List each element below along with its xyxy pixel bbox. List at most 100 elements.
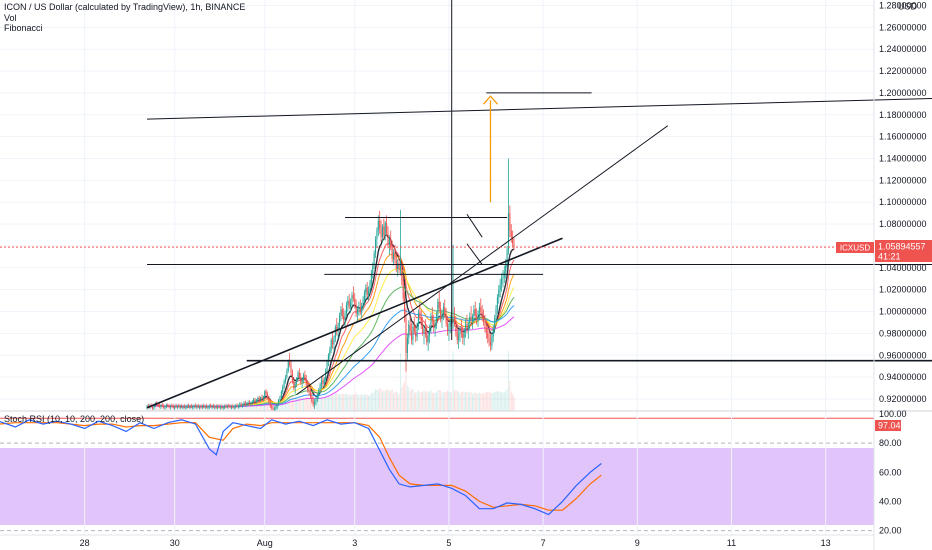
- volume-bar: [359, 394, 361, 411]
- volume-bar: [304, 398, 306, 411]
- volume-bar: [462, 391, 464, 411]
- price-tick-label: 1.02000000: [879, 285, 927, 295]
- candle: [268, 395, 270, 404]
- candle-body: [260, 397, 262, 400]
- volume-legend[interactable]: Vol: [4, 13, 17, 23]
- volume-bar: [397, 392, 399, 411]
- candle: [314, 398, 316, 409]
- candle: [347, 296, 349, 312]
- candle: [430, 312, 432, 334]
- candle-body: [512, 237, 514, 244]
- volume-bar: [336, 392, 338, 411]
- volume-bar: [478, 392, 480, 411]
- volume-bar: [376, 389, 378, 411]
- candle: [405, 308, 407, 372]
- candle: [391, 240, 393, 263]
- volume-bar: [387, 389, 389, 411]
- candle: [388, 235, 390, 255]
- volume-bar: [451, 392, 453, 411]
- candle-body: [296, 378, 298, 384]
- candle: [250, 401, 252, 406]
- stoch-rsi-legend[interactable]: Stoch RSI (10, 10, 200, 200, close): [4, 414, 145, 424]
- candle-body: [244, 402, 246, 405]
- candle-body: [283, 381, 285, 387]
- candle-body: [171, 405, 173, 407]
- candle: [291, 369, 293, 384]
- candle-body: [201, 405, 203, 407]
- volume-bar: [326, 395, 328, 411]
- candle-body: [199, 406, 201, 408]
- volume-bar: [321, 397, 323, 411]
- candle: [222, 405, 224, 410]
- candle-body: [402, 280, 404, 299]
- volume-bar: [244, 402, 246, 411]
- candle: [161, 402, 163, 408]
- candle: [230, 405, 233, 410]
- candle-body: [437, 301, 439, 315]
- trend-drawings[interactable]: [0, 0, 932, 409]
- candle: [182, 405, 184, 410]
- volume-bar: [343, 393, 345, 411]
- candle: [158, 403, 161, 408]
- candle-body: [323, 379, 325, 384]
- candle-body: [361, 306, 363, 313]
- candle-body: [386, 222, 388, 233]
- candle-body: [383, 226, 385, 236]
- candle: [509, 205, 511, 238]
- candle: [495, 304, 497, 324]
- candle: [236, 403, 238, 408]
- volume-bar: [280, 399, 282, 411]
- rsi-axis[interactable]: 100.00 80.00 60.00 40.00 20.00: [879, 409, 907, 536]
- volume-bar: [370, 392, 372, 411]
- candle-body: [153, 406, 155, 409]
- candle-body: [510, 230, 512, 238]
- volume-bar: [498, 391, 500, 411]
- candle-body: [194, 405, 197, 407]
- candle-body: [424, 329, 426, 335]
- candle-body: [164, 406, 166, 408]
- volume-bar: [474, 392, 476, 411]
- volume-bar: [380, 389, 382, 411]
- price-tick-label: 1.18000000: [879, 110, 927, 120]
- rsi-tag-value: 97.04: [878, 421, 901, 431]
- time-tick-label: 7: [541, 538, 546, 548]
- volume-bar: [381, 391, 383, 411]
- candle: [153, 405, 155, 410]
- volume-bar: [430, 389, 432, 411]
- fibonacci-legend[interactable]: Fibonacci: [4, 23, 43, 33]
- candle: [448, 322, 450, 342]
- currency-label: USD: [898, 2, 918, 12]
- candle: [406, 333, 408, 360]
- candle-body: [344, 313, 346, 321]
- volume-bar: [257, 402, 259, 411]
- candle: [211, 404, 213, 410]
- candle: [193, 404, 195, 409]
- candle-body: [287, 361, 289, 371]
- wedge-line: [466, 213, 483, 238]
- volume-bar: [339, 393, 341, 411]
- candle-body: [446, 323, 449, 332]
- candle: [355, 299, 357, 317]
- candle: [423, 324, 425, 345]
- candle: [272, 405, 274, 411]
- volume-bar: [456, 390, 458, 411]
- price-tick-label: 1.20000000: [879, 88, 927, 98]
- candle-body: [327, 355, 329, 362]
- candle: [217, 405, 219, 410]
- candle: [383, 218, 385, 240]
- volume-bar: [433, 392, 435, 411]
- time-axis[interactable]: 28 30 Aug 3 5 7 9 11 13: [80, 538, 831, 548]
- candle: [271, 404, 273, 410]
- volume-bar: [398, 394, 400, 411]
- candle-body: [399, 265, 402, 270]
- trendline: [146, 237, 563, 409]
- candle-body: [449, 319, 451, 327]
- candle-body: [172, 406, 174, 408]
- candle: [244, 400, 246, 406]
- candle: [302, 372, 305, 384]
- candle: [387, 226, 389, 249]
- candle: [319, 382, 321, 394]
- volume-bar: [434, 392, 436, 411]
- candle-body: [163, 406, 165, 408]
